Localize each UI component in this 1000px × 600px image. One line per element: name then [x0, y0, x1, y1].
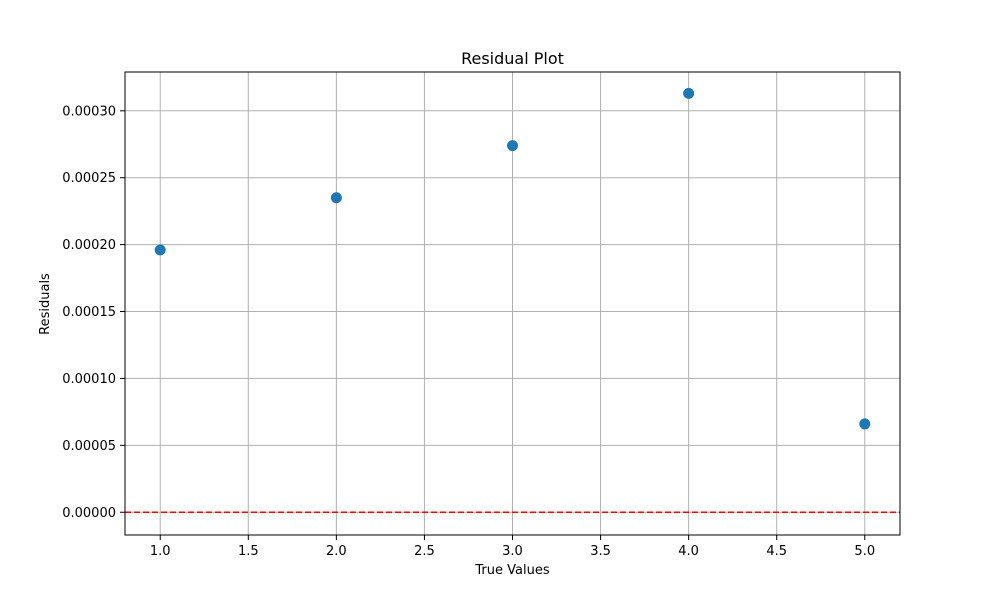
x-tick-label: 2.0: [326, 544, 347, 559]
y-axis-title: Residuals: [38, 273, 53, 335]
data-point: [859, 418, 871, 430]
data-point: [507, 140, 518, 152]
data-point: [683, 87, 695, 99]
data-point: [330, 192, 342, 204]
x-tick-label: 1.5: [238, 544, 259, 559]
x-tick-label: 3.0: [502, 544, 523, 559]
y-tick-label: 0.00015: [62, 305, 116, 320]
y-tick-label: 0.00030: [62, 104, 116, 119]
y-tick-label: 0.00020: [62, 238, 116, 253]
points-layer: [154, 87, 871, 430]
x-ticks: 1.0 1.5 2.0 2.5 3.0 3.5 4.0 4.5 5.0: [150, 535, 875, 559]
y-tick-label: 0.00000: [62, 506, 116, 521]
y-tick-label: 0.00025: [62, 171, 116, 186]
data-point: [154, 244, 166, 256]
x-tick-label: 5.0: [854, 544, 875, 559]
x-tick-label: 2.5: [414, 544, 435, 559]
y-ticks: 0.00000 0.00005 0.00010 0.00015 0.00020 0.000…: [62, 104, 125, 521]
x-tick-label: 3.5: [590, 544, 611, 559]
chart-title: Residual Plot: [461, 49, 564, 68]
x-tick-label: 1.0: [150, 544, 171, 559]
y-tick-label: 0.00005: [62, 439, 116, 454]
x-tick-label: 4.5: [766, 544, 787, 559]
y-tick-label: 0.00010: [62, 372, 116, 387]
x-axis-title: True Values: [474, 563, 549, 578]
x-tick-label: 4.0: [678, 544, 699, 559]
grid-layer: [125, 72, 900, 535]
